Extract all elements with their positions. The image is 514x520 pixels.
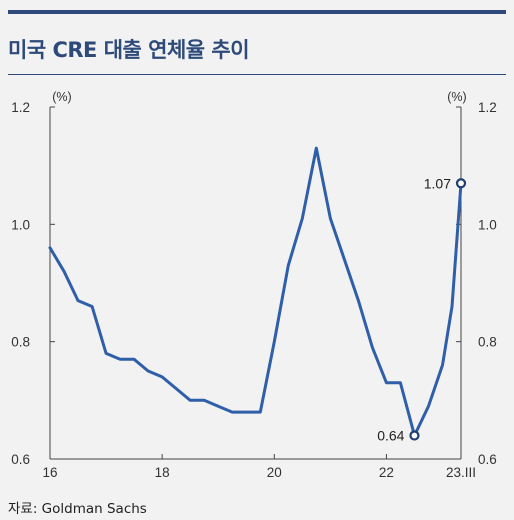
y-tick-label-right: 0.8 xyxy=(478,335,497,350)
tick-labels: 0.6 0.6 0.8 0.8 1.0 1.0 1.2 1.2 16 18 20 22 23.III (%… xyxy=(11,90,497,480)
chart-title: 미국 CRE 대출 연체율 추이 xyxy=(8,38,250,62)
source-note: 자료: Goldman Sachs xyxy=(8,501,147,517)
x-tick-label: 16 xyxy=(42,465,57,480)
x-tick-label: 20 xyxy=(267,465,282,480)
data-label: 1.07 xyxy=(424,175,451,191)
delinquency-rate-line xyxy=(48,146,463,437)
y-tick-label-left: 0.8 xyxy=(11,335,30,350)
y-tick-label-left: 1.2 xyxy=(11,100,30,115)
chart-axes xyxy=(49,106,462,460)
data-point-marker xyxy=(409,430,420,441)
data-label: 0.64 xyxy=(377,428,404,444)
x-tick-label: 23.III xyxy=(446,465,476,480)
y-tick-label-right: 1.0 xyxy=(478,217,497,232)
data-markers: 0.64 1.07 xyxy=(377,175,467,444)
x-tick-label: 22 xyxy=(379,465,394,480)
x-tick-label: 18 xyxy=(155,465,170,480)
y-tick-label-left: 0.6 xyxy=(11,452,30,467)
title-rule xyxy=(8,74,506,75)
unit-label-right: (%) xyxy=(447,90,466,104)
unit-label-left: (%) xyxy=(52,90,71,104)
y-tick-label-right: 0.6 xyxy=(478,452,497,467)
data-point-marker xyxy=(455,178,467,189)
y-tick-label-left: 1.0 xyxy=(11,217,30,232)
top-rule xyxy=(8,10,506,14)
y-tick-label-right: 1.2 xyxy=(478,100,497,115)
